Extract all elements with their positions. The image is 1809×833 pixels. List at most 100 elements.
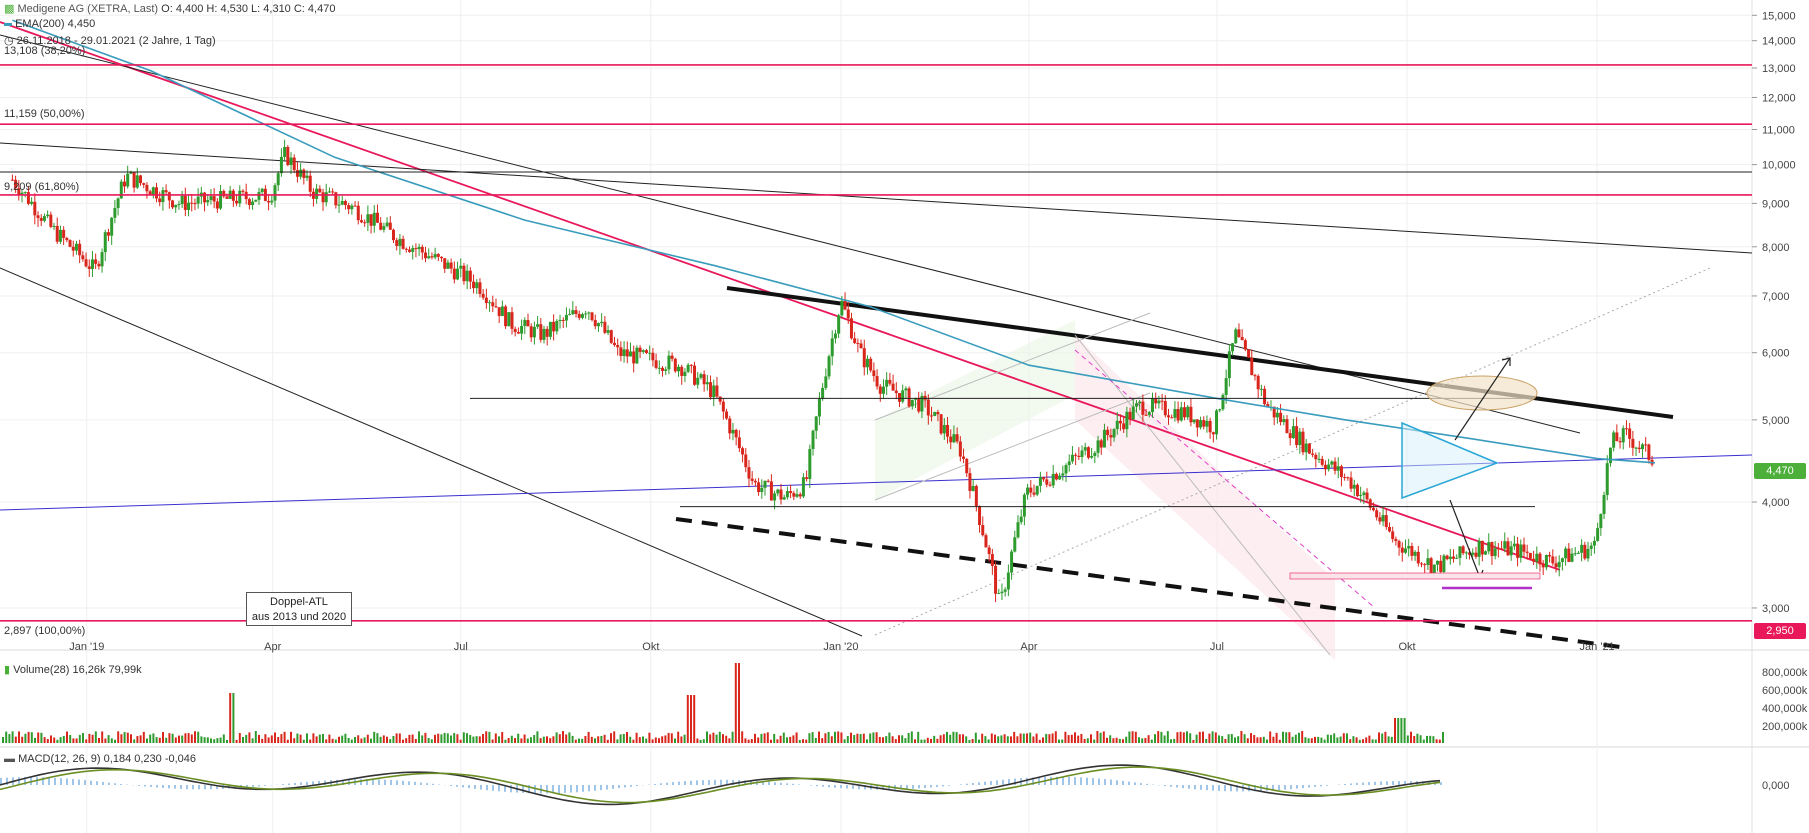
- candle-body: [388, 222, 392, 230]
- volume-bar: [1032, 736, 1035, 743]
- candle-body: [23, 192, 27, 194]
- ema-value: 4,450: [67, 18, 96, 30]
- price-tick-label: 13,000: [1762, 63, 1796, 75]
- volume-bar: [59, 737, 62, 743]
- macd-histogram-bar: [822, 785, 824, 787]
- volume-bar: [549, 738, 552, 743]
- candle-body: [81, 255, 85, 260]
- candle-body: [1272, 406, 1276, 418]
- macd-histogram-bar: [618, 785, 620, 789]
- volume-label[interactable]: Volume(28): [13, 664, 70, 676]
- candle-body: [1637, 447, 1641, 450]
- candle-body: [1256, 375, 1260, 390]
- candle-body: [750, 478, 754, 481]
- candle-body: [1013, 537, 1017, 552]
- macd-histogram-bar: [1182, 785, 1184, 789]
- ema-label[interactable]: EMA(200): [15, 18, 65, 30]
- candle-body: [1644, 444, 1648, 446]
- volume-bar: [1160, 731, 1163, 743]
- axis-labels: 15,000 14,000 13,000 12,000 11,000 10,000 9,00…: [69, 10, 1808, 792]
- volume-bar: [1138, 737, 1140, 743]
- macd-histogram-bar: [600, 785, 602, 791]
- candle-body: [366, 214, 370, 223]
- candle-body: [289, 157, 293, 166]
- candle-body: [1275, 412, 1279, 418]
- candle-body: [747, 467, 751, 479]
- support-trend-line: [0, 267, 863, 637]
- candle-body: [1375, 510, 1379, 518]
- candle-body: [299, 169, 303, 177]
- candle-body: [1320, 458, 1324, 465]
- volume-bar: [629, 736, 632, 743]
- candle-body: [926, 399, 930, 416]
- candle-body: [17, 188, 21, 196]
- volume-bar: [142, 731, 145, 743]
- candle-body: [552, 321, 556, 332]
- volume-bar: [411, 734, 414, 743]
- candle-body: [1205, 420, 1209, 427]
- volume-bar: [789, 736, 792, 743]
- volume-bar: [539, 738, 542, 743]
- macd-histogram-bar: [1146, 783, 1148, 785]
- candle-body: [103, 232, 107, 253]
- annotation-box[interactable]: Doppel-ATL aus 2013 und 2020: [246, 592, 352, 626]
- candle-body: [1647, 444, 1651, 460]
- candle-body: [1628, 428, 1632, 439]
- candle-body: [1503, 541, 1507, 549]
- candle-body: [1285, 419, 1289, 434]
- candle-body: [1179, 407, 1183, 421]
- time-tick-label: Apr: [264, 641, 281, 653]
- volume-bar: [478, 736, 481, 743]
- candle-body: [327, 191, 331, 193]
- candle-body: [878, 386, 882, 394]
- candle-body: [715, 385, 719, 397]
- macd-histogram-bar: [1056, 776, 1058, 785]
- candle-body: [452, 268, 456, 280]
- candle-body: [1054, 473, 1058, 480]
- volume-bar: [1038, 739, 1041, 743]
- volume-bar: [1227, 734, 1230, 743]
- macd-histogram-bar: [726, 779, 728, 785]
- macd-histogram-bar: [180, 785, 182, 789]
- candle-body: [1387, 526, 1391, 532]
- volume-bar: [562, 731, 564, 743]
- candle-body: [138, 175, 142, 184]
- volume-bar: [1013, 731, 1016, 743]
- volume-bar: [174, 737, 177, 743]
- candle-body: [1452, 556, 1456, 559]
- volume-bar: [747, 739, 750, 743]
- candle-body: [564, 314, 568, 321]
- volume-bar: [302, 739, 305, 743]
- candle-body: [225, 196, 229, 199]
- macd-histogram-bar: [1116, 780, 1118, 785]
- volume-bar: [8, 734, 11, 743]
- volume-bar: [574, 739, 577, 743]
- volume-bar: [88, 733, 91, 743]
- volume-bar: [120, 734, 123, 743]
- candle-body: [830, 338, 834, 357]
- candle-body: [1500, 548, 1504, 550]
- volume-bar: [594, 738, 596, 743]
- macd-histogram-bar: [1062, 776, 1064, 785]
- candle-body: [632, 351, 636, 364]
- candle-body: [398, 238, 402, 246]
- candle-body: [859, 343, 863, 349]
- macd-histogram-bar: [936, 785, 938, 787]
- macd-histogram-bar: [150, 785, 152, 787]
- instrument-title[interactable]: Medigene AG (XETRA, Last): [17, 3, 159, 15]
- volume-bar: [1390, 736, 1393, 743]
- macd-histogram-bar: [312, 781, 314, 785]
- candle-body: [1016, 522, 1020, 538]
- macd-histogram-bar: [678, 781, 680, 785]
- volume-bar: [1301, 731, 1304, 743]
- candle-body: [52, 225, 56, 227]
- candle-body: [1058, 475, 1062, 480]
- candle-body: [731, 429, 735, 434]
- candle-body: [702, 374, 706, 385]
- candle-body: [1070, 454, 1074, 462]
- candle-body: [1141, 401, 1145, 415]
- bullish-arrow: [1454, 357, 1511, 441]
- candle-body: [520, 325, 524, 334]
- macd-label[interactable]: MACD(12, 26, 9): [18, 753, 101, 765]
- drawing-overlays: [1289, 357, 1541, 590]
